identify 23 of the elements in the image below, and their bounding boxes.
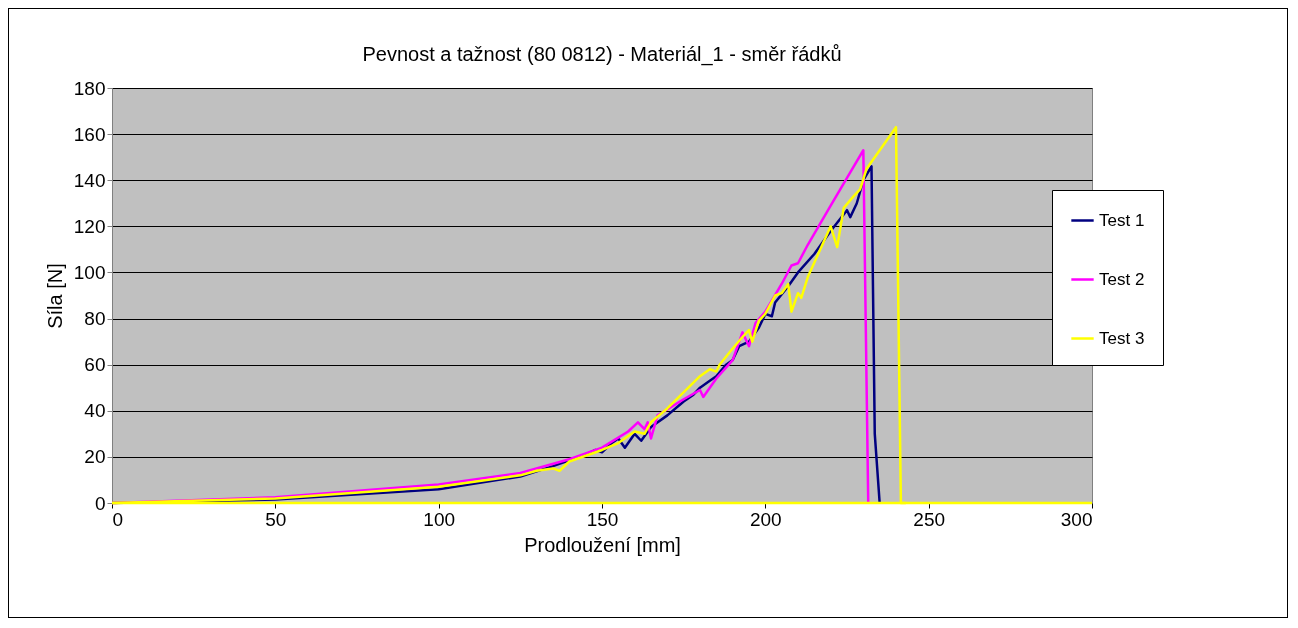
y-tick-label: 180 [73, 77, 106, 99]
y-tick-label: 140 [73, 169, 106, 191]
x-tick-label: 250 [913, 508, 946, 530]
legend-label: Test 1 [1099, 210, 1145, 230]
y-tick-label: 100 [73, 261, 106, 283]
y-tick-label: 120 [73, 215, 106, 237]
x-tick-label: 50 [265, 508, 287, 530]
y-tick-label: 80 [84, 308, 106, 330]
y-axis-title: Síla [N] [43, 263, 66, 329]
legend-label: Test 3 [1099, 328, 1145, 348]
y-tick-label: 160 [73, 123, 106, 145]
y-tick-label: 20 [84, 446, 106, 468]
x-tick-label: 300 [1060, 508, 1093, 530]
legend-label: Test 2 [1099, 269, 1145, 289]
x-tick-label: 0 [112, 508, 124, 530]
chart-title: Pevnost a tažnost (80 0812) - Materiál_1 - směr řádků [362, 43, 842, 66]
y-tick-label: 40 [84, 400, 106, 422]
x-tick-label: 100 [423, 508, 456, 530]
x-tick-label: 200 [749, 508, 782, 530]
y-tick-label: 60 [84, 354, 106, 376]
x-axis-title: Prodloužení [mm] [524, 533, 681, 556]
x-tick-label: 150 [586, 508, 619, 530]
y-tick-label: 0 [94, 492, 106, 514]
